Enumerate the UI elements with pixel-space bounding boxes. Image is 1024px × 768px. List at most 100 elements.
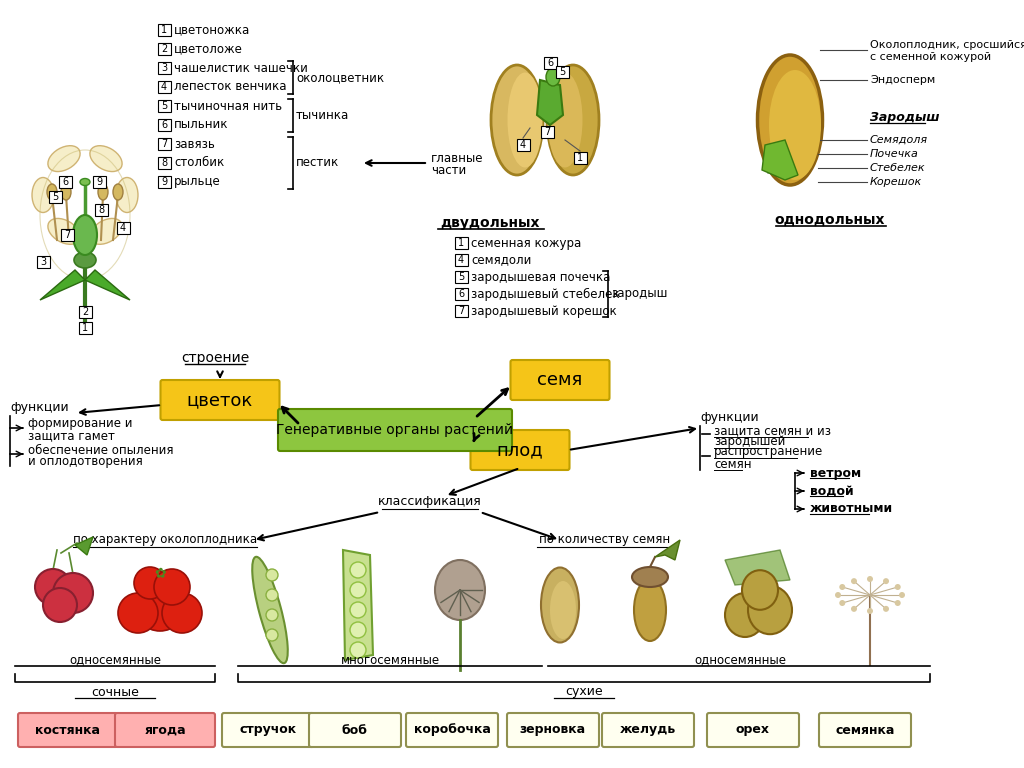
Text: 4: 4	[458, 255, 464, 265]
FancyBboxPatch shape	[18, 713, 118, 747]
Polygon shape	[725, 550, 790, 585]
Polygon shape	[75, 537, 93, 555]
Text: зародышей: зародышей	[714, 435, 785, 449]
Text: Околоплодник, сросшийся: Околоплодник, сросшийся	[870, 40, 1024, 50]
FancyBboxPatch shape	[455, 271, 468, 283]
FancyBboxPatch shape	[511, 360, 609, 400]
Circle shape	[266, 629, 278, 641]
Text: семянка: семянка	[836, 723, 895, 737]
Ellipse shape	[98, 184, 108, 200]
FancyBboxPatch shape	[158, 138, 171, 150]
Text: 6: 6	[547, 58, 553, 68]
Ellipse shape	[116, 177, 138, 213]
Ellipse shape	[547, 65, 599, 175]
Text: 4: 4	[161, 82, 167, 92]
FancyBboxPatch shape	[470, 430, 569, 470]
Text: Эндосперм: Эндосперм	[870, 75, 935, 85]
Circle shape	[899, 592, 905, 598]
Ellipse shape	[632, 567, 668, 587]
Ellipse shape	[73, 215, 97, 255]
Text: 6: 6	[161, 120, 167, 130]
Circle shape	[134, 567, 166, 599]
Text: стручок: стручок	[240, 723, 297, 737]
Text: многосемянные: многосемянные	[340, 654, 439, 667]
Text: классификация: классификация	[378, 495, 482, 508]
Circle shape	[53, 573, 93, 613]
Ellipse shape	[742, 570, 778, 610]
Text: 8: 8	[98, 205, 104, 215]
Circle shape	[350, 622, 366, 638]
Circle shape	[266, 589, 278, 601]
FancyBboxPatch shape	[455, 288, 468, 300]
Ellipse shape	[725, 593, 765, 637]
Text: боб: боб	[342, 723, 368, 737]
Ellipse shape	[90, 146, 122, 171]
Ellipse shape	[758, 55, 822, 185]
Circle shape	[851, 578, 857, 584]
Circle shape	[883, 578, 889, 584]
FancyBboxPatch shape	[94, 204, 108, 216]
Text: по характеру околоплодника: по характеру околоплодника	[73, 534, 257, 547]
Text: пестик: пестик	[296, 157, 339, 170]
Text: 7: 7	[544, 127, 550, 137]
Text: рыльце: рыльце	[174, 176, 221, 188]
Text: с семенной кожурой: с семенной кожурой	[870, 52, 991, 62]
Text: по количеству семян: по количеству семян	[540, 534, 671, 547]
FancyBboxPatch shape	[544, 57, 556, 69]
Text: цветоножка: цветоножка	[174, 24, 250, 37]
Circle shape	[266, 609, 278, 621]
Text: зародышевый корешок: зародышевый корешок	[471, 304, 616, 317]
Text: главные: главные	[431, 151, 483, 164]
Text: плод: плод	[497, 441, 544, 459]
Polygon shape	[40, 270, 85, 300]
Text: орех: орех	[736, 723, 770, 737]
Circle shape	[895, 584, 901, 590]
Text: сухие: сухие	[565, 686, 603, 699]
Text: лепесток венчика: лепесток венчика	[174, 81, 287, 94]
Text: зародышевая почечка: зародышевая почечка	[471, 270, 610, 283]
Ellipse shape	[548, 72, 583, 167]
Text: 2: 2	[82, 307, 88, 317]
FancyBboxPatch shape	[573, 152, 587, 164]
Text: чашелистик чашечки: чашелистик чашечки	[174, 61, 308, 74]
Ellipse shape	[90, 218, 122, 244]
FancyBboxPatch shape	[541, 126, 554, 138]
FancyBboxPatch shape	[158, 176, 171, 188]
Text: 9: 9	[161, 177, 167, 187]
FancyBboxPatch shape	[278, 409, 512, 451]
FancyBboxPatch shape	[455, 254, 468, 266]
Text: 1: 1	[161, 25, 167, 35]
Text: и оплодотворения: и оплодотворения	[28, 455, 142, 468]
Circle shape	[266, 569, 278, 581]
Text: однодольных: однодольных	[775, 213, 886, 227]
Text: 4: 4	[120, 223, 126, 233]
FancyBboxPatch shape	[115, 713, 215, 747]
Text: распространение: распространение	[714, 445, 823, 458]
Text: части: части	[431, 164, 466, 177]
Text: пыльник: пыльник	[174, 118, 228, 131]
FancyBboxPatch shape	[455, 305, 468, 317]
Text: 1: 1	[82, 323, 88, 333]
Text: ягода: ягода	[144, 723, 185, 737]
FancyBboxPatch shape	[602, 713, 694, 747]
Circle shape	[134, 579, 186, 631]
Text: 5: 5	[52, 192, 58, 202]
FancyBboxPatch shape	[48, 191, 61, 203]
Ellipse shape	[61, 184, 71, 200]
Text: зародыш: зародыш	[611, 287, 668, 300]
Ellipse shape	[748, 586, 792, 634]
FancyBboxPatch shape	[60, 229, 74, 241]
Text: 6: 6	[458, 289, 464, 299]
FancyBboxPatch shape	[161, 380, 280, 420]
Text: строение: строение	[181, 351, 249, 365]
Ellipse shape	[47, 184, 57, 200]
Text: Стебелек: Стебелек	[870, 163, 926, 173]
Text: обеспечение опыления: обеспечение опыления	[28, 443, 173, 456]
Text: 9: 9	[96, 177, 102, 187]
Circle shape	[350, 582, 366, 598]
Ellipse shape	[48, 146, 80, 171]
Circle shape	[835, 592, 841, 598]
Text: околоцветник: околоцветник	[296, 71, 384, 84]
Text: семенная кожура: семенная кожура	[471, 237, 582, 250]
FancyBboxPatch shape	[507, 713, 599, 747]
